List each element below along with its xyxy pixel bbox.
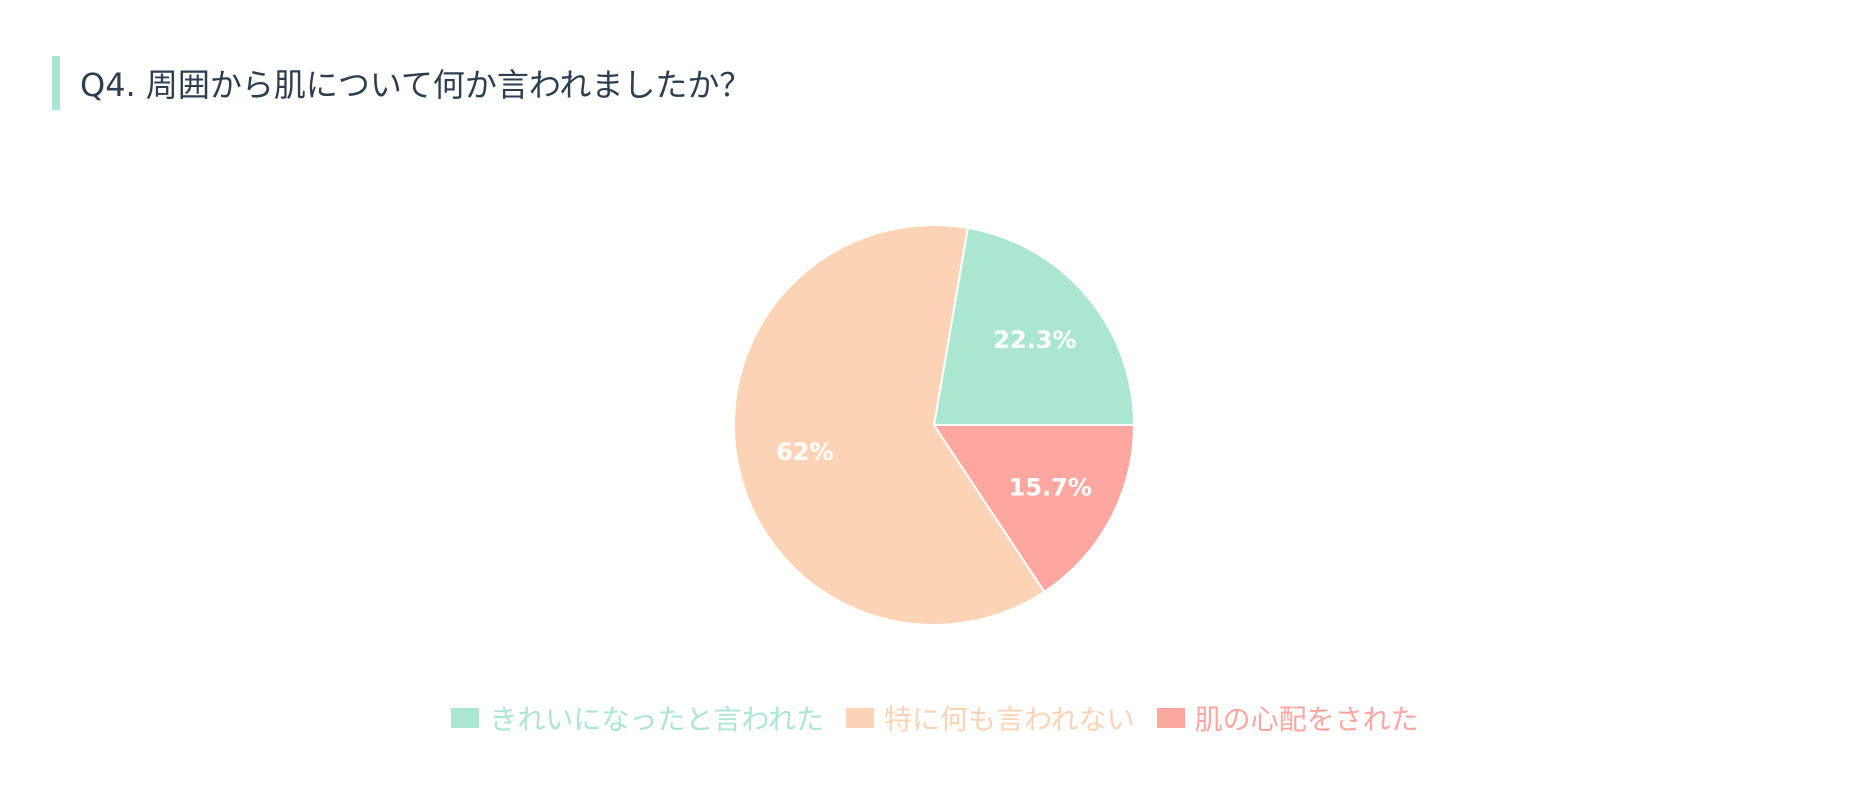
pie-label-nothing: 62% xyxy=(776,438,833,466)
chart-legend: きれいになったと言われた 特に何も言われない 肌の心配をされた xyxy=(0,698,1870,738)
pie-slice-worried[interactable] xyxy=(932,424,1136,594)
legend-swatch-nothing xyxy=(845,708,874,728)
title-accent-bar xyxy=(52,56,60,110)
legend-item-nothing[interactable]: 特に何も言われない xyxy=(845,698,1135,738)
pie-label-kirei: 22.3% xyxy=(993,326,1076,354)
legend-swatch-worried xyxy=(1156,708,1185,728)
pie-label-worried: 15.7% xyxy=(1009,473,1092,501)
legend-item-kirei[interactable]: きれいになったと言われた xyxy=(451,698,824,738)
legend-label-nothing: 特に何も言われない xyxy=(883,703,1135,736)
legend-item-worried[interactable]: 肌の心配をされた xyxy=(1156,698,1419,738)
chart-title: Q4. 周囲から肌について何か言われましたか？ xyxy=(80,66,752,104)
legend-label-worried: 肌の心配をされた xyxy=(1194,703,1419,736)
pie-slice-nothing[interactable] xyxy=(733,224,1046,626)
legend-label-kirei: きれいになったと言われた xyxy=(489,703,824,736)
pie-slice-kirei[interactable] xyxy=(932,226,1136,426)
legend-swatch-kirei xyxy=(451,708,480,728)
